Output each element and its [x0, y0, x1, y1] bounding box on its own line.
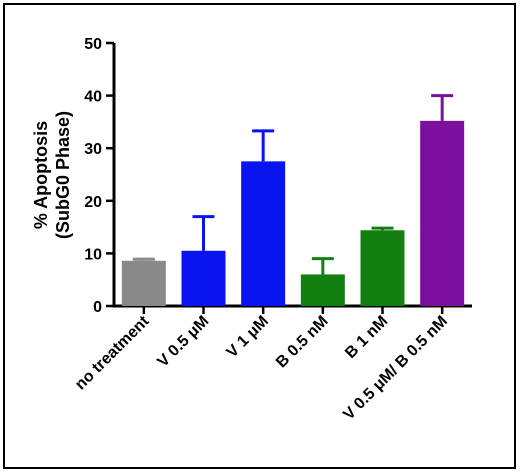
- y-axis-title: % Apoptosis (SubG0 Phase): [31, 111, 73, 239]
- y-tick-label: 40: [84, 89, 102, 106]
- y-axis-title-line-2: (SubG0 Phase): [53, 111, 73, 239]
- y-tick-label: 50: [84, 36, 102, 53]
- x-tick-label: V 0.5 μM: [154, 313, 212, 371]
- bar: [360, 230, 405, 306]
- bar: [420, 120, 465, 307]
- y-tick-label: 0: [93, 299, 102, 316]
- y-tick-label: 10: [84, 246, 102, 263]
- y-ticks: 0 10 20 30 40 50: [84, 36, 114, 316]
- y-axis-title-line-1: % Apoptosis: [31, 121, 51, 229]
- axes: [112, 43, 472, 308]
- x-tick-label: V 0.5 μM/ B 0.5 nM: [340, 313, 451, 424]
- bar: [181, 250, 226, 306]
- x-tick-label: no treatment: [72, 312, 153, 393]
- x-tick-label: B 1 nM: [342, 313, 391, 362]
- error-bars: [132, 94, 454, 275]
- bars: [121, 120, 465, 307]
- y-tick-label: 20: [84, 194, 102, 211]
- x-tick-label: V 1 μM: [224, 313, 272, 361]
- bar: [300, 274, 345, 306]
- x-tick-label: B 0.5 nM: [273, 313, 332, 372]
- y-tick-label: 30: [84, 141, 102, 158]
- bar: [241, 161, 286, 306]
- bar: [121, 260, 166, 306]
- x-ticks: no treatment V 0.5 μM V 1 μM B 0.5 nM B 1 nM…: [72, 306, 451, 424]
